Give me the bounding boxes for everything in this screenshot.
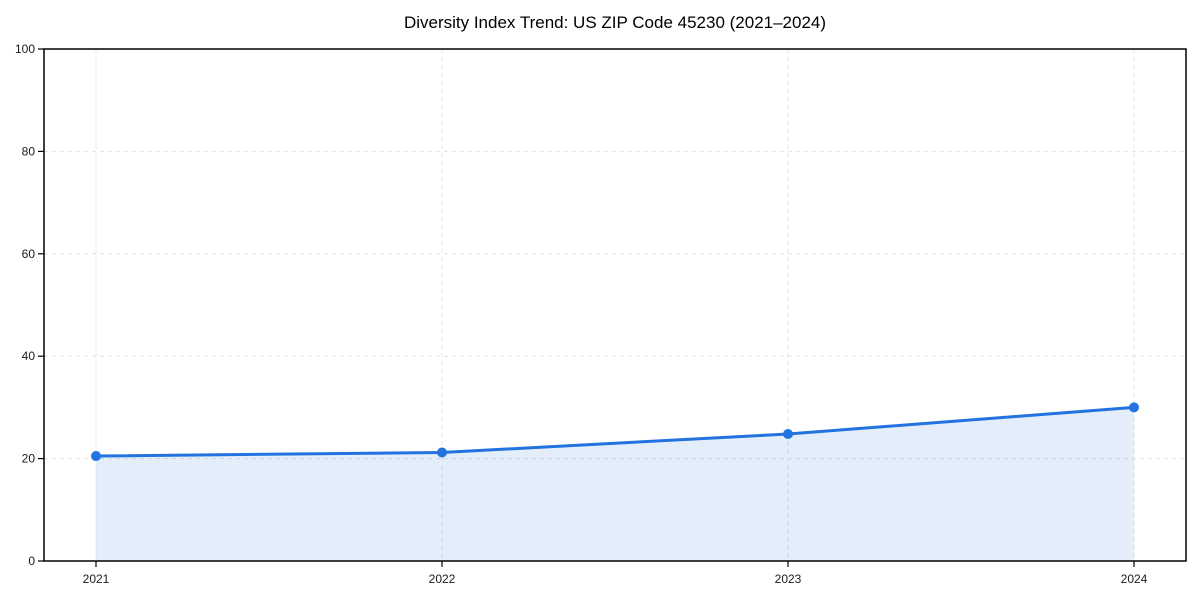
plot-border [43,48,1187,562]
x-axis-tick-label: 2022 [429,572,456,586]
data-point-2024 [1129,402,1139,413]
y-axis-tick-label: 0 [28,554,35,568]
y-axis-tick-label: 80 [22,144,36,158]
area-fill [96,407,1134,561]
x-axis-tick-label: 2023 [775,572,802,586]
chart-title: Diversity Index Trend: US ZIP Code 45230… [403,13,827,32]
x-axis-tick-label: 2024 [1121,572,1148,586]
y-axis-tick-label: 60 [22,247,36,261]
data-point-2022 [437,447,447,458]
trend-line [94,405,1136,458]
x-axis-tick-label: 2021 [83,572,110,586]
y-axis-tick-label: 40 [22,349,36,363]
data-point-2021 [91,451,101,462]
y-axis-tick-label: 100 [15,42,35,56]
data-point-2023 [783,429,793,440]
y-axis-tick-label: 20 [22,452,36,466]
